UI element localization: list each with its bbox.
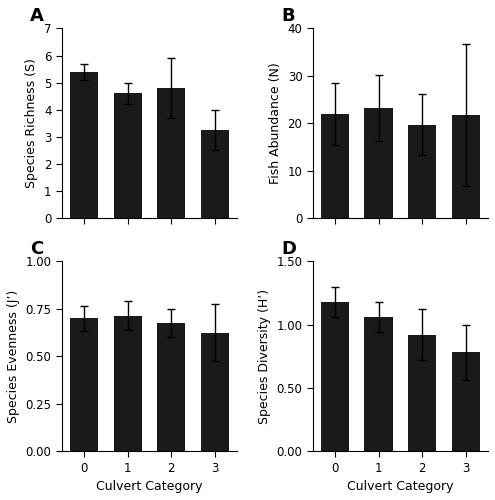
Bar (408, 124, 437, 218)
Bar (452, 352, 480, 451)
Bar (321, 114, 349, 218)
Bar (321, 302, 349, 451)
Bar (157, 323, 186, 451)
X-axis label: Culvert Category: Culvert Category (347, 480, 454, 493)
Bar (452, 115, 480, 218)
Y-axis label: Species Richness (S): Species Richness (S) (25, 58, 39, 188)
Bar (70, 318, 98, 451)
Bar (70, 72, 98, 218)
Bar (113, 94, 142, 218)
Bar (408, 335, 437, 451)
Bar (201, 332, 229, 451)
Text: B: B (281, 6, 295, 25)
Text: C: C (30, 240, 44, 258)
Bar (201, 130, 229, 218)
Y-axis label: Species Evenness (J’): Species Evenness (J’) (7, 290, 20, 423)
X-axis label: Culvert Category: Culvert Category (96, 480, 203, 493)
Bar (364, 108, 393, 218)
Y-axis label: Fish Abundance (N): Fish Abundance (N) (269, 62, 282, 184)
Bar (113, 316, 142, 451)
Text: D: D (281, 240, 297, 258)
Y-axis label: Species Diversity (H’): Species Diversity (H’) (258, 288, 271, 424)
Bar (157, 88, 186, 218)
Text: A: A (30, 6, 44, 25)
Bar (364, 317, 393, 451)
